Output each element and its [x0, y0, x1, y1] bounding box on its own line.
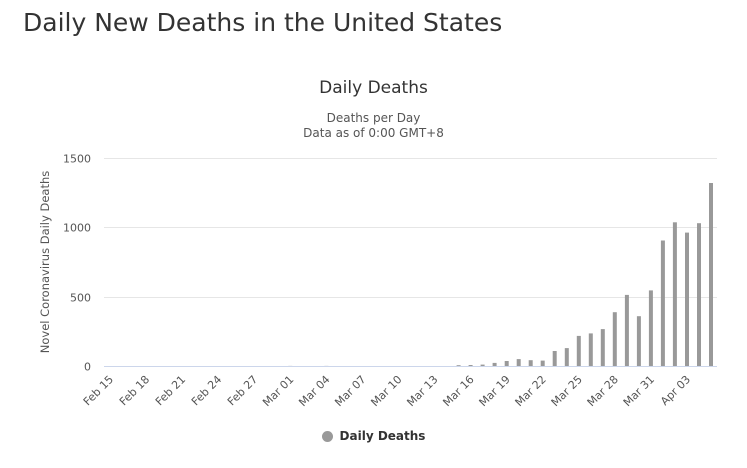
bar-day-44[interactable] [636, 316, 641, 366]
x-tick-label: Mar 13 [404, 373, 440, 409]
bar-day-34[interactable] [516, 359, 521, 366]
bar-day-40[interactable] [588, 333, 593, 366]
bar-day-35[interactable] [528, 360, 533, 366]
chart-subtitle-date: Data as of 0:00 GMT+8 [303, 126, 444, 140]
bar-day-33[interactable] [504, 361, 509, 366]
bar-day-39[interactable] [576, 335, 581, 366]
x-tick-label: Mar 01 [260, 373, 296, 409]
x-tick-label: Feb 18 [117, 373, 152, 408]
bar-day-29[interactable] [456, 365, 461, 366]
bar-day-43[interactable] [624, 294, 629, 366]
bar-day-32[interactable] [492, 362, 497, 366]
bar-day-37[interactable] [552, 351, 557, 366]
x-tick-label: Mar 31 [621, 373, 657, 409]
y-tick-label: 1000 [63, 222, 91, 235]
x-tick-label: Apr 03 [658, 373, 693, 408]
bars [288, 183, 713, 366]
bar-day-41[interactable] [600, 329, 605, 366]
x-tick-label: Mar 07 [332, 373, 368, 409]
y-tick-label: 1500 [63, 153, 91, 166]
bar-day-47[interactable] [672, 222, 677, 366]
chart-subtitle: Deaths per Day [326, 111, 421, 125]
bar-day-48[interactable] [685, 232, 689, 366]
axes: 0 500 1000 1500 Feb 15 Feb 18 Feb 21 Feb 24 Feb … [63, 153, 717, 409]
legend-marker-icon [321, 430, 333, 442]
x-tick-label: Feb 21 [153, 373, 188, 408]
x-tick-label: Mar 04 [296, 373, 332, 409]
bar-day-45[interactable] [648, 290, 653, 366]
bar-day-38[interactable] [564, 348, 569, 366]
bar-day-42[interactable] [612, 312, 617, 366]
chart-title: Daily Deaths [319, 78, 428, 98]
legend-label: Daily Deaths [339, 429, 426, 443]
bar-day-36[interactable] [540, 360, 545, 366]
grid-lines [104, 158, 717, 298]
page-title: Daily New Deaths in the United States [23, 8, 503, 37]
x-tick-label: Mar 25 [549, 373, 585, 409]
y-axis-title: Novel Coronavirus Daily Deaths [38, 171, 52, 353]
legend-item-daily-deaths[interactable]: Daily Deaths [0, 429, 747, 443]
bar-day-50[interactable] [709, 183, 713, 366]
x-tick-label: Feb 15 [81, 373, 116, 408]
bar-day-46[interactable] [660, 240, 665, 367]
y-tick-label: 0 [84, 361, 91, 374]
bar-day-30[interactable] [468, 365, 473, 366]
x-tick-label: Feb 27 [225, 373, 260, 408]
y-tick-label: 500 [70, 292, 91, 305]
x-tick-label: Feb 24 [189, 373, 224, 408]
bar-day-31[interactable] [480, 364, 485, 366]
bar-day-49[interactable] [697, 223, 701, 366]
x-tick-label: Mar 22 [513, 373, 549, 409]
x-tick-label: Mar 28 [585, 373, 621, 409]
x-tick-label: Mar 19 [477, 373, 513, 409]
x-tick-label: Mar 16 [440, 373, 476, 409]
x-tick-label: Mar 10 [368, 373, 404, 409]
